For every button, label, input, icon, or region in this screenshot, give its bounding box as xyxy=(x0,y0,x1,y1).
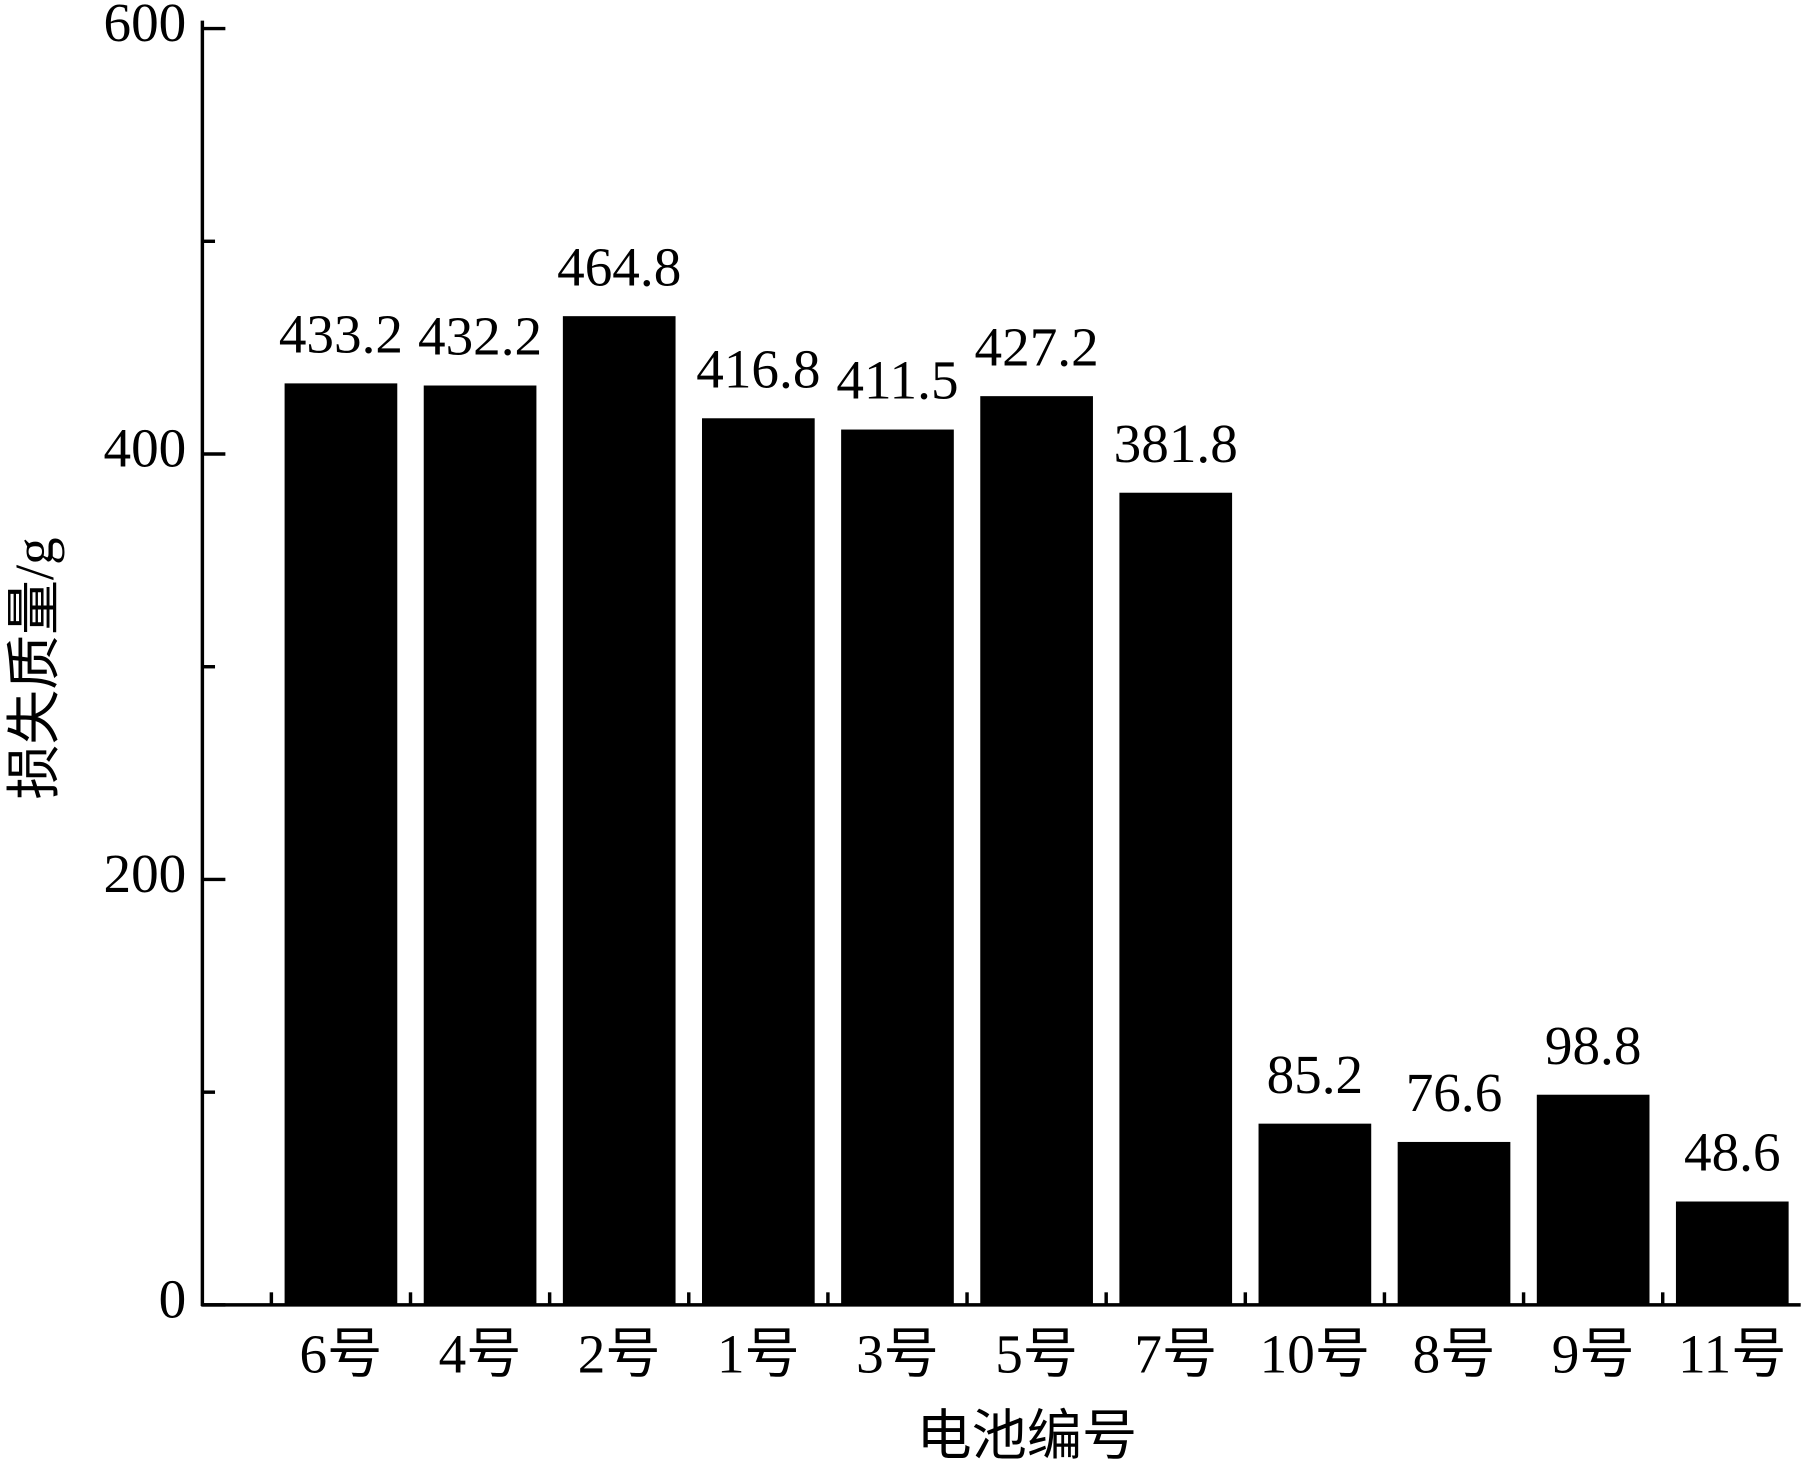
data-label: 427.2 xyxy=(975,316,1099,377)
x-tick-label: 9号 xyxy=(1552,1323,1635,1384)
x-tick-label: 2号 xyxy=(578,1323,661,1384)
x-tick-label: 11号 xyxy=(1678,1323,1786,1384)
x-tick-label: 1号 xyxy=(717,1323,800,1384)
data-label: 98.8 xyxy=(1545,1015,1642,1076)
bar xyxy=(1397,1141,1511,1305)
data-label: 85.2 xyxy=(1267,1044,1364,1105)
bar xyxy=(1258,1123,1372,1305)
x-axis-title: 电池编号 xyxy=(916,1406,1137,1467)
x-tick-label: 8号 xyxy=(1413,1323,1496,1384)
data-label: 76.6 xyxy=(1406,1062,1503,1123)
y-tick-label: 600 xyxy=(103,0,186,53)
data-label: 432.2 xyxy=(418,306,542,367)
bar xyxy=(1119,492,1233,1305)
bar xyxy=(980,396,1093,1305)
data-label: 381.8 xyxy=(1114,413,1238,474)
bar xyxy=(701,418,815,1305)
y-tick-label: 200 xyxy=(103,843,186,904)
data-label: 464.8 xyxy=(557,236,681,297)
x-tick-label: 4号 xyxy=(439,1323,522,1384)
bar xyxy=(1675,1201,1789,1305)
x-tick-label: 5号 xyxy=(995,1323,1078,1384)
bar xyxy=(841,429,954,1305)
y-tick-label: 400 xyxy=(103,418,186,479)
bar xyxy=(1536,1094,1650,1305)
x-tick-label: 7号 xyxy=(1134,1323,1217,1384)
bar xyxy=(284,383,398,1305)
data-label: 416.8 xyxy=(696,339,820,400)
y-axis-title: 损失质量/g xyxy=(4,537,65,799)
x-tick-label: 3号 xyxy=(856,1323,939,1384)
data-label: 48.6 xyxy=(1684,1122,1781,1183)
data-label: 433.2 xyxy=(279,304,403,365)
y-tick-label: 0 xyxy=(159,1269,187,1330)
x-tick-label: 6号 xyxy=(300,1323,383,1384)
data-label: 411.5 xyxy=(836,350,958,411)
bar xyxy=(423,385,537,1305)
bar xyxy=(562,316,676,1305)
x-tick-label: 10号 xyxy=(1260,1323,1370,1384)
